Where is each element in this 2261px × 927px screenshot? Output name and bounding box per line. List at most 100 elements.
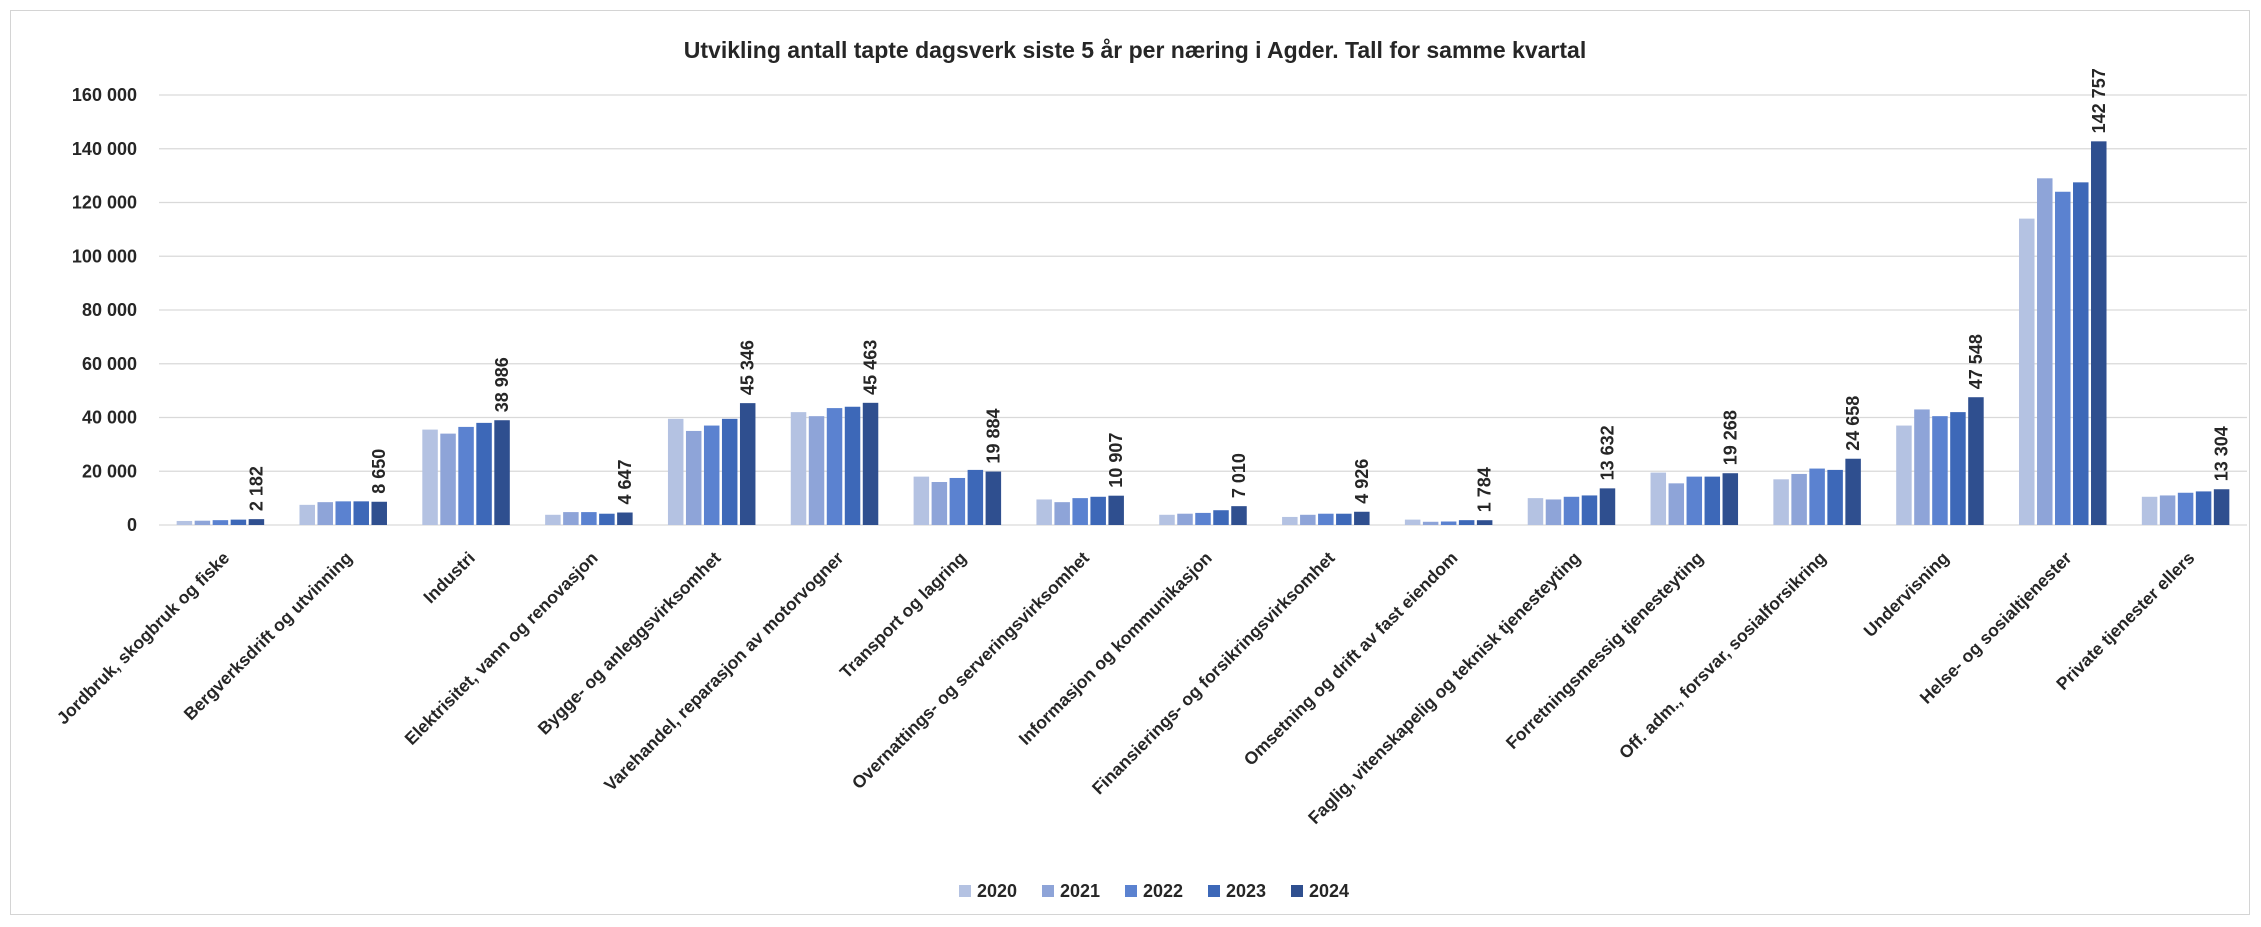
bar-2020 [2019, 218, 2035, 525]
data-labels: 2 182 8 650 38 986 4 647 45 346 45 463 19 884 1… [246, 68, 2231, 512]
data-label: 142 757 [2089, 68, 2109, 133]
bar-2020 [1404, 519, 1421, 525]
bar-2023 [1213, 510, 1229, 525]
bar-2023 [1704, 476, 1721, 525]
y-tick-label: 60 000 [82, 354, 137, 374]
bar-2021 [1791, 473, 1807, 525]
legend-swatch-2021 [1042, 885, 1054, 897]
x-tick-label: Off. adm., forsvar, sosialforsikring [1615, 548, 1830, 763]
bar-2022 [949, 477, 966, 525]
bar-2024 [1599, 488, 1616, 525]
x-tick-label: Omsetning og drift av fast eiendom [1240, 548, 1462, 770]
bar-2021 [1422, 521, 1439, 525]
chart-frame: Utvikling antall tapte dagsverk siste 5 … [10, 10, 2250, 915]
data-label: 47 548 [1966, 334, 1986, 389]
bar-2020 [1527, 498, 1544, 525]
bar-2023 [599, 513, 615, 525]
bar-2020 [1036, 499, 1052, 525]
bar-2022 [335, 501, 351, 525]
bar-2022 [1686, 476, 1703, 525]
data-label: 4 926 [1352, 459, 1372, 504]
x-tick-label: Informasjon og kommunikasjon [1015, 548, 1216, 749]
x-tick-label: Industri [419, 548, 479, 608]
bar-2021 [2159, 495, 2176, 525]
bar-2022 [1318, 513, 1334, 525]
x-tick-label: Faglig, vitenskapelig og teknisk tjenest… [1304, 548, 1584, 828]
bar-2021 [1668, 483, 1685, 525]
bar-2023 [353, 501, 369, 525]
bar-2023 [476, 422, 492, 525]
bar-2024 [1476, 520, 1493, 525]
data-label: 13 304 [2212, 426, 2232, 481]
bar-2020 [667, 418, 684, 525]
bar-2020 [1896, 425, 1912, 525]
data-label: 8 650 [369, 449, 389, 494]
x-tick-label: Undervisning [1860, 548, 1953, 641]
legend-label: 2024 [1309, 881, 1349, 901]
bar-2024 [2091, 141, 2107, 525]
x-tick-label: Overnattings- og serveringsvirksomhet [848, 548, 1093, 793]
bar-2024 [1968, 397, 1984, 525]
bar-2022 [458, 426, 474, 525]
bar-2020 [1773, 479, 1789, 525]
data-label: 19 884 [983, 408, 1003, 463]
bar-2021 [1914, 409, 1930, 525]
bars [176, 141, 2230, 525]
bar-2024 [248, 519, 265, 525]
legend: 2020 2021 2022 2023 2024 [959, 881, 1349, 901]
data-label: 2 182 [246, 466, 266, 511]
bar-2021 [1300, 514, 1316, 525]
bar-2022 [2055, 191, 2071, 525]
x-tick-label: Finansierings- og forsikringsvirksomhet [1088, 548, 1339, 799]
data-label: 24 658 [1843, 396, 1863, 451]
bar-2022 [1932, 416, 1948, 525]
bar-2024 [371, 501, 387, 525]
bar-2024 [1354, 511, 1370, 525]
bar-2020 [2141, 496, 2158, 525]
bar-2021 [440, 433, 456, 525]
bar-2022 [1563, 496, 1580, 525]
y-tick-label: 160 000 [72, 85, 137, 105]
bar-2022 [826, 408, 843, 525]
bar-2024 [1231, 506, 1247, 525]
bar-2023 [721, 418, 738, 525]
bar-2024 [1108, 495, 1124, 525]
bar-2023 [2195, 491, 2212, 525]
bar-2022 [2177, 492, 2194, 525]
bar-2021 [1054, 502, 1070, 525]
y-tick-label: 120 000 [72, 193, 137, 213]
bar-2020 [913, 476, 930, 525]
bar-2021 [2037, 178, 2053, 525]
bar-2020 [1650, 472, 1667, 525]
data-label: 10 907 [1106, 433, 1126, 488]
bar-2022 [1072, 498, 1088, 525]
data-label: 7 010 [1229, 453, 1249, 498]
bar-2023 [1336, 513, 1352, 525]
bar-2020 [299, 504, 315, 525]
bar-2022 [703, 425, 720, 525]
bar-2022 [1440, 521, 1457, 525]
bar-2024 [617, 512, 633, 525]
bar-2023 [967, 469, 984, 525]
bar-2021 [931, 482, 948, 525]
bar-2024 [494, 420, 510, 525]
data-label: 45 346 [738, 340, 758, 395]
bar-2021 [563, 512, 579, 525]
bar-2020 [176, 520, 193, 525]
legend-swatch-2024 [1291, 885, 1303, 897]
bar-2022 [212, 520, 229, 525]
chart-title: Utvikling antall tapte dagsverk siste 5 … [684, 37, 1586, 63]
y-axis-tick-labels: 0 20 000 40 000 60 000 80 000 100 000 120 000 1… [72, 85, 137, 535]
bar-2023 [1090, 496, 1106, 525]
bar-2023 [1581, 495, 1598, 525]
legend-swatch-2022 [1125, 885, 1137, 897]
legend-swatch-2023 [1208, 885, 1220, 897]
x-axis-tick-labels: Jordbruk, skogbruk og fiskeBergverksdrif… [53, 547, 2199, 827]
bar-2020 [545, 514, 561, 525]
y-tick-label: 80 000 [82, 300, 137, 320]
y-tick-label: 40 000 [82, 408, 137, 428]
bar-2024 [1722, 473, 1739, 525]
bar-chart: Utvikling antall tapte dagsverk siste 5 … [53, 37, 2247, 901]
legend-label: 2022 [1143, 881, 1183, 901]
legend-label: 2021 [1060, 881, 1100, 901]
